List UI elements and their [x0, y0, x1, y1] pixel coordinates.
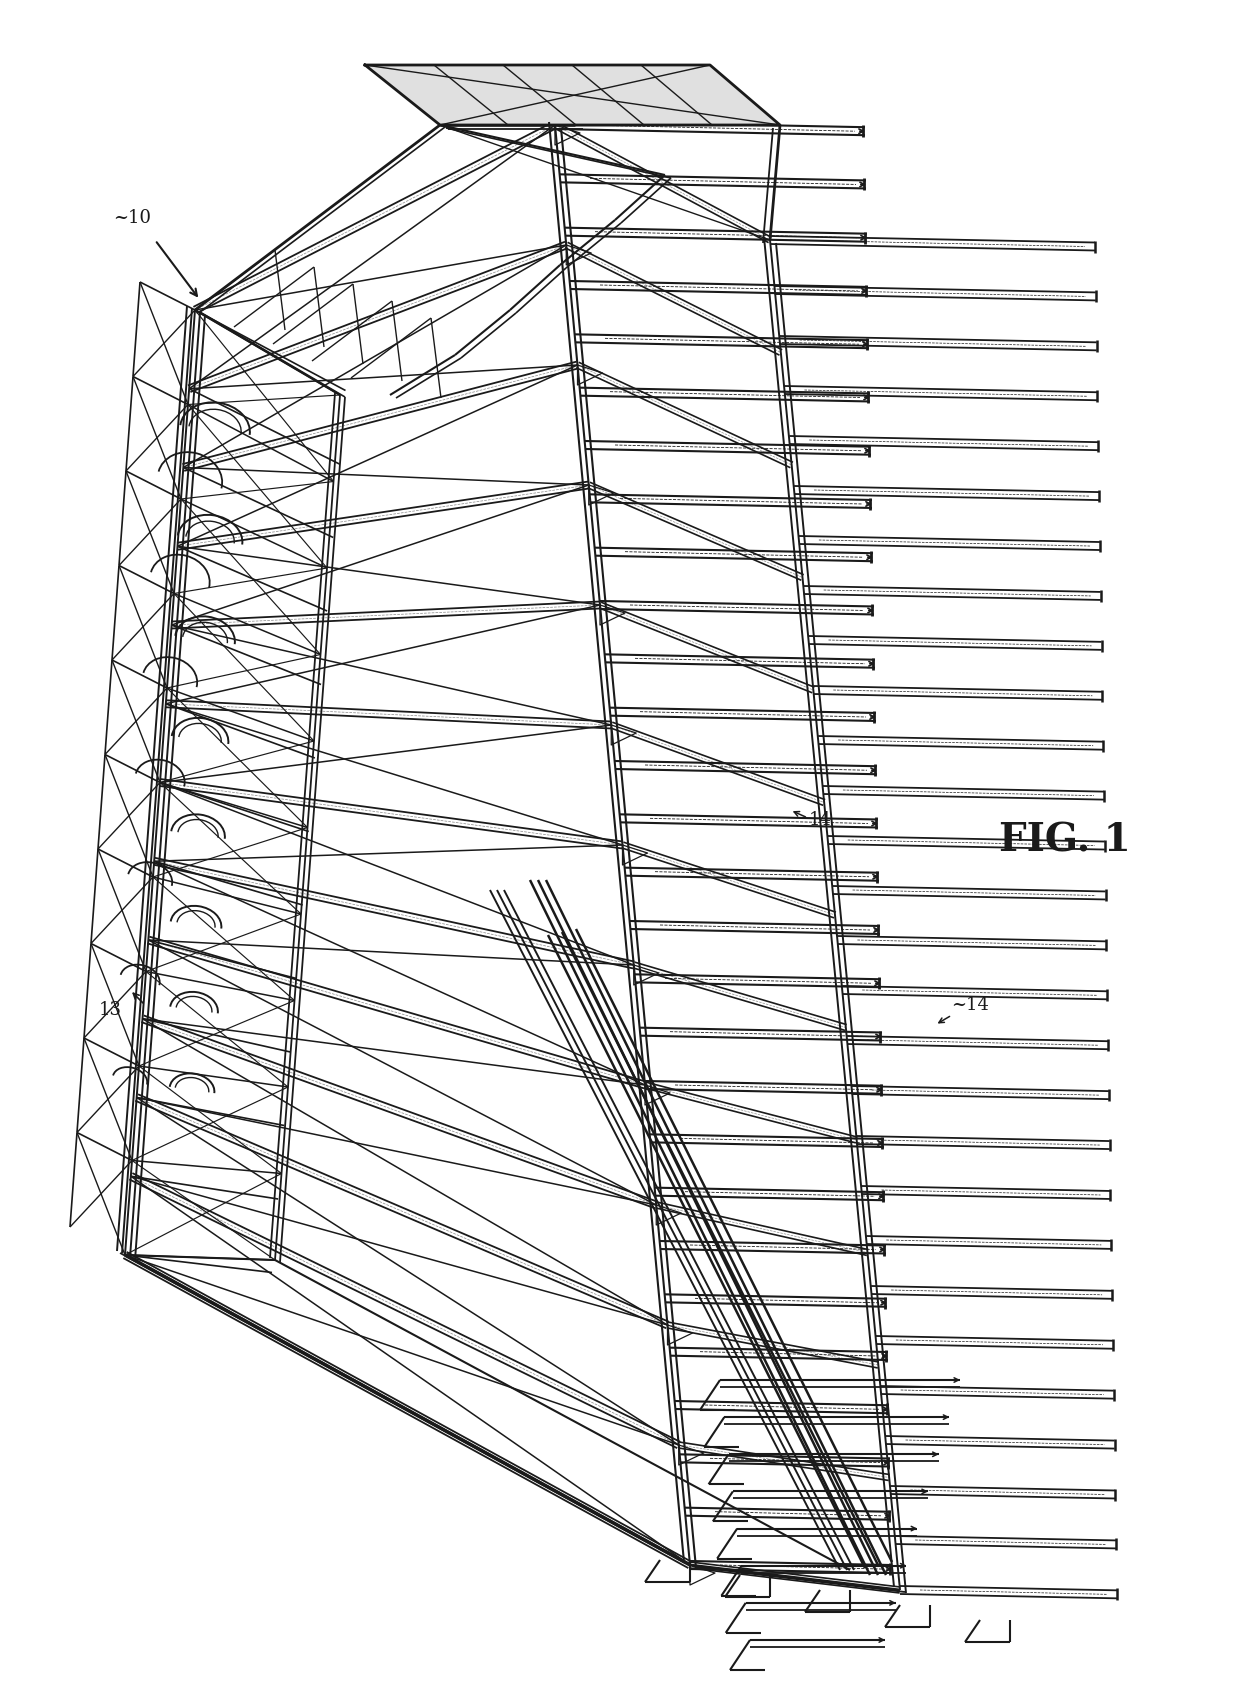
Text: FIG. 1: FIG. 1	[999, 820, 1131, 859]
Text: 14: 14	[808, 810, 832, 829]
Polygon shape	[365, 66, 780, 125]
Text: 13: 13	[98, 1001, 122, 1020]
Text: ~14: ~14	[951, 996, 990, 1014]
Text: ~10: ~10	[113, 209, 151, 226]
